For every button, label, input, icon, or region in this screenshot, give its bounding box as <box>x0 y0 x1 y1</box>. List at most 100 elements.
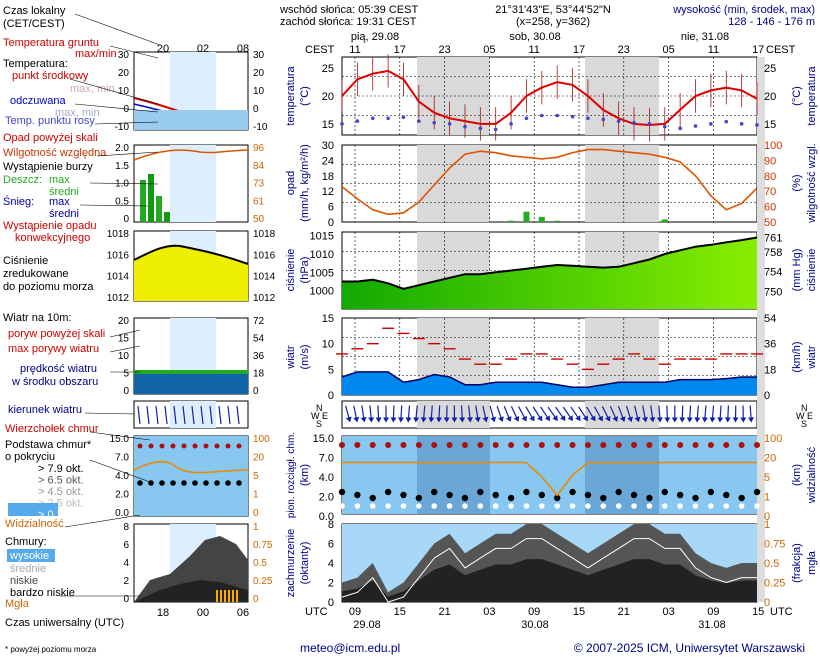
wind-direction-arrow <box>451 405 458 423</box>
cloud-top-dot <box>431 442 438 448</box>
legend-clouds: Chmury: <box>5 536 47 548</box>
temp-axis-label-left: temperatura <box>285 65 297 125</box>
cloud-base-dot <box>384 488 392 496</box>
cloud-base-low-dot <box>431 503 438 509</box>
legend-tick-left: 1012 <box>107 293 130 304</box>
legend-leader-line <box>89 431 151 441</box>
cloud-base-dot <box>553 494 561 502</box>
wind-axis-tick: 10 <box>322 339 334 351</box>
legend-cloud-base-dot <box>148 480 154 486</box>
legend-rain-bar <box>156 196 162 222</box>
dew-point-dot <box>570 114 575 119</box>
legend-tick-right: 1018 <box>253 229 276 240</box>
wind-arrow-head <box>498 416 504 423</box>
legend-convective-2: konwekcyjnego <box>15 232 90 244</box>
dew-point-dot <box>662 124 667 129</box>
legend-fog-bar <box>224 590 226 602</box>
wind-kmh-tick: 18 <box>764 364 776 376</box>
legend-leader-line <box>109 329 141 338</box>
legend-tick-right: 36 <box>253 351 265 362</box>
wind-arrow-head <box>537 415 543 422</box>
utc-hour-tick: 21 <box>438 606 450 618</box>
legend-leader-line <box>84 412 135 415</box>
dew-point-dot <box>463 124 467 129</box>
cloud-base-dot <box>415 494 423 502</box>
wind-arrow-head <box>732 417 739 423</box>
legend-wind-arrow <box>173 405 177 425</box>
cover-axis-label: zachmurzenie <box>285 529 297 597</box>
legend-tick-right: 5 <box>253 471 259 482</box>
cloud-km-tick: 15.0 <box>313 433 334 445</box>
wind-arrow-head <box>642 416 648 423</box>
wind-arrow-head <box>552 415 558 422</box>
legend-local-tick: 08 <box>237 43 249 55</box>
wind-direction-arrow <box>642 405 648 423</box>
visibility-tick: 5 <box>764 472 770 484</box>
fog-axis-tick: 0.75 <box>764 539 785 551</box>
temp-axis-tick-left: 15 <box>322 119 334 131</box>
cloud-base-dot <box>723 491 730 499</box>
legend-cloud-base-dot <box>236 480 242 486</box>
legend-wind-arrow <box>227 405 231 425</box>
dew-point-dot <box>632 120 636 125</box>
compass-w-right: W <box>796 411 805 421</box>
legend-tick-left: 4.0 <box>115 471 129 482</box>
legend-tick-right: 0 <box>253 594 259 605</box>
legend-tick-left: 4 <box>123 558 129 569</box>
wind-arrow-head <box>474 416 481 423</box>
cloud-base-low-dot <box>508 503 514 509</box>
dew-point-dot <box>586 116 590 121</box>
visibility-tick: 100 <box>764 433 782 445</box>
wind-kmh-tick: 0 <box>764 390 770 402</box>
cover-axis-unit: (oktanty) <box>299 542 311 585</box>
wind-direction-arrow <box>436 405 443 423</box>
dew-point-dot <box>447 122 452 126</box>
pressure-mmhg-unit: (mm Hg) <box>791 249 803 292</box>
legend-wind-at: Wiatr na 10m: <box>3 312 71 324</box>
wind-direction-arrow <box>671 405 678 423</box>
wind-direction-arrow <box>398 405 405 423</box>
wind-direction-arrow <box>686 405 693 423</box>
cloud-axis-label: pion. rozciągł. chm. <box>286 432 297 518</box>
wind-direction-arrow <box>443 405 450 423</box>
legend-night-band <box>170 145 216 222</box>
legend-utc-tick: 00 <box>197 607 209 619</box>
legend-leader-line <box>109 345 141 353</box>
visibility-axis-label: widzialność <box>806 446 818 504</box>
legend-footnote: * powyżej poziomu morza <box>5 645 97 654</box>
wind-arrow-head <box>451 417 458 423</box>
dew-point-dot <box>601 117 606 122</box>
legend-tick-right: 50 <box>253 214 265 225</box>
wind-kmh-label: wiatr <box>806 345 818 370</box>
legend-tick-left: 10 <box>118 351 130 362</box>
day-label-top: pią, 29.08 <box>351 31 399 43</box>
fog-axis-tick: 0.5 <box>764 558 779 570</box>
wind-arrow-head <box>634 416 641 423</box>
cloud-base-low-dot <box>539 503 545 509</box>
legend-local-time-sub: (CET/CEST) <box>3 18 65 30</box>
wind-direction-arrow <box>732 405 739 423</box>
legend-wind-speed-2: w środku obszaru <box>11 376 98 388</box>
wind-arrow-head <box>575 415 581 422</box>
dew-point-dot <box>540 113 544 118</box>
wind-arrow-head <box>405 417 412 423</box>
wind-arrow-head <box>619 416 626 422</box>
cloud-base-dot <box>661 488 668 496</box>
sunrise-text: wschód słońca: 05:39 CEST <box>279 4 418 16</box>
legend-tick-left: 20 <box>118 316 130 327</box>
cloud-night-band <box>417 436 490 514</box>
cest-label-right: CEST <box>766 44 796 56</box>
legend-tick-right: 73 <box>253 179 265 190</box>
wind-direction-arrow <box>617 405 626 422</box>
legend-max-min-light: max, min <box>70 83 115 95</box>
legend-fog-bar <box>228 590 230 602</box>
rain-bar <box>508 220 515 222</box>
rain-bar <box>523 211 530 222</box>
legend-local-time: Czas lokalny <box>3 5 66 17</box>
legend-pressure-2: zredukowane <box>3 268 68 280</box>
legend-cloud-base-dot <box>225 480 231 486</box>
rain-bar <box>554 220 561 222</box>
compass-e-left: E <box>322 411 328 421</box>
cloud-base-dot <box>569 488 576 496</box>
wind-direction-arrow <box>466 405 473 423</box>
